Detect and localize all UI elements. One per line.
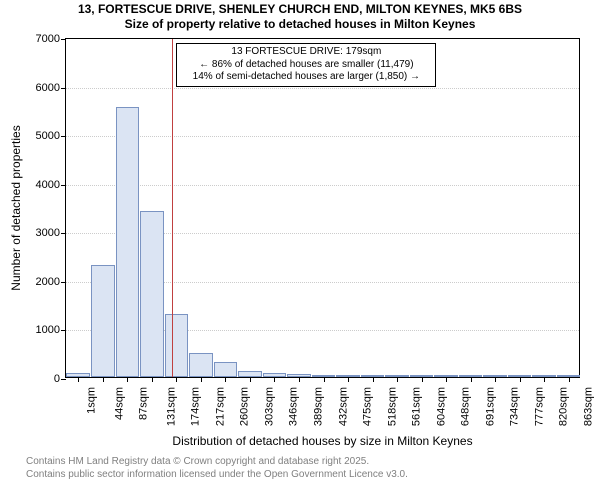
xtick-mark xyxy=(299,377,300,382)
xtick-label: 820sqm xyxy=(558,387,570,426)
chart-title-line1: 13, FORTESCUE DRIVE, SHENLEY CHURCH END,… xyxy=(0,2,600,16)
ytick-label: 6000 xyxy=(36,82,66,94)
xtick-label: 87sqm xyxy=(138,387,150,420)
xtick-label: 1sqm xyxy=(86,387,98,414)
ytick-label: 1000 xyxy=(36,324,66,336)
ytick-label: 2000 xyxy=(36,276,66,288)
ytick-label: 7000 xyxy=(36,33,66,45)
xtick-label: 648sqm xyxy=(460,387,472,426)
xtick-mark xyxy=(348,377,349,382)
xtick-label: 777sqm xyxy=(533,387,545,426)
xtick-label: 346sqm xyxy=(288,387,300,426)
xtick-mark xyxy=(569,377,570,382)
xtick-mark xyxy=(225,377,226,382)
xtick-mark xyxy=(103,377,104,382)
xtick-label: 863sqm xyxy=(582,387,594,426)
xtick-mark xyxy=(250,377,251,382)
xtick-mark xyxy=(495,377,496,382)
annotation-line1: 13 FORTESCUE DRIVE: 179sqm xyxy=(183,46,429,59)
histogram-bar xyxy=(116,107,140,377)
xtick-label: 734sqm xyxy=(509,387,521,426)
xtick-label: 389sqm xyxy=(313,387,325,426)
gridline xyxy=(66,88,579,89)
xtick-mark xyxy=(520,377,521,382)
xtick-mark xyxy=(274,377,275,382)
xtick-label: 518sqm xyxy=(386,387,398,426)
histogram-bar xyxy=(214,362,238,377)
xtick-label: 174sqm xyxy=(190,387,202,426)
x-axis-label: Distribution of detached houses by size … xyxy=(172,434,472,448)
xtick-label: 217sqm xyxy=(214,387,226,426)
xtick-label: 44sqm xyxy=(113,387,125,420)
xtick-mark xyxy=(397,377,398,382)
chart-title-line2: Size of property relative to detached ho… xyxy=(0,17,600,31)
xtick-mark xyxy=(422,377,423,382)
xtick-mark xyxy=(201,377,202,382)
annotation-line3: 14% of semi-detached houses are larger (… xyxy=(183,71,429,84)
xtick-mark xyxy=(373,377,374,382)
ytick-label: 5000 xyxy=(36,130,66,142)
xtick-label: 260sqm xyxy=(239,387,251,426)
xtick-mark xyxy=(324,377,325,382)
y-axis-label: Number of detached properties xyxy=(9,125,23,290)
annotation-box: 13 FORTESCUE DRIVE: 179sqm← 86% of detac… xyxy=(176,43,436,87)
xtick-label: 131sqm xyxy=(165,387,177,426)
xtick-label: 561sqm xyxy=(411,387,423,426)
xtick-mark xyxy=(152,377,153,382)
chart-footer: Contains HM Land Registry data © Crown c… xyxy=(0,456,600,481)
xtick-label: 475sqm xyxy=(362,387,374,426)
ytick-label: 4000 xyxy=(36,179,66,191)
xtick-label: 691sqm xyxy=(484,387,496,426)
gridline xyxy=(66,136,579,137)
xtick-mark xyxy=(127,377,128,382)
xtick-label: 604sqm xyxy=(435,387,447,426)
xtick-mark xyxy=(78,377,79,382)
chart-container: { "title": { "line1": "13, FORTESCUE DRI… xyxy=(0,0,600,500)
histogram-bar xyxy=(165,314,189,377)
xtick-mark xyxy=(471,377,472,382)
footer-line2: Contains public sector information licen… xyxy=(26,469,600,482)
property-marker-line xyxy=(172,39,173,377)
xtick-mark xyxy=(446,377,447,382)
plot-area: 010002000300040005000600070001sqm44sqm87… xyxy=(65,38,580,378)
ytick-label: 0 xyxy=(54,373,66,385)
histogram-bar xyxy=(189,353,213,377)
ytick-label: 3000 xyxy=(36,227,66,239)
histogram-bar xyxy=(140,211,164,377)
histogram-bar xyxy=(91,265,115,377)
xtick-label: 432sqm xyxy=(337,387,349,426)
gridline xyxy=(66,185,579,186)
footer-line1: Contains HM Land Registry data © Crown c… xyxy=(26,456,600,469)
xtick-mark xyxy=(544,377,545,382)
annotation-line2: ← 86% of detached houses are smaller (11… xyxy=(183,59,429,72)
xtick-mark xyxy=(176,377,177,382)
xtick-label: 303sqm xyxy=(263,387,275,426)
